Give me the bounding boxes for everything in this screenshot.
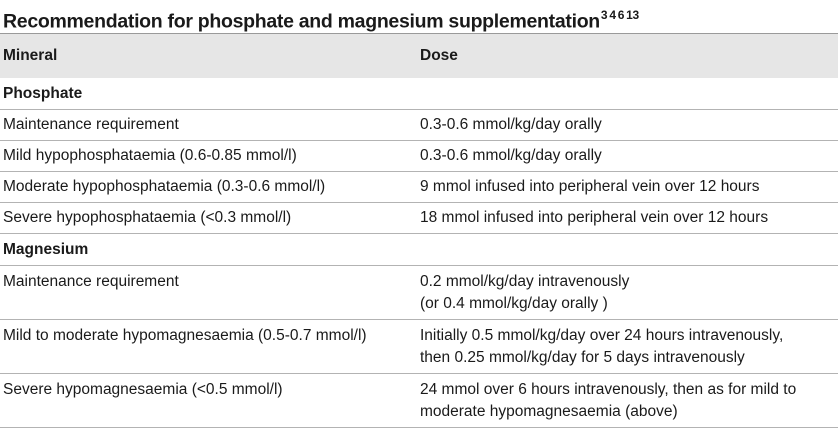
section-row-magnesium: Magnesium — [0, 233, 838, 266]
table-title-text: Recommendation for phosphate and magnesi… — [3, 10, 600, 33]
dose-line: Initially 0.5 mmol/kg/day over 24 hours … — [420, 327, 784, 344]
dose-cell: 18 mmol infused into peripheral vein ove… — [412, 202, 838, 234]
mineral-cell: Mild to moderate hypomagnesaemia (0.5-0.… — [0, 319, 412, 374]
mineral-cell: Maintenance requirement — [0, 109, 412, 141]
table-row: Maintenance requirement 0.2 mmol/kg/day … — [0, 265, 838, 320]
dose-cell: 0.3-0.6 mmol/kg/day orally — [412, 109, 838, 141]
section-label: Magnesium — [0, 233, 412, 266]
dose-line: 24 mmol over 6 hours intravenously, then… — [420, 381, 797, 398]
mineral-cell: Severe hypophosphataemia (<0.3 mmol/l) — [0, 202, 412, 234]
table-title-references: 3 4 6 13 — [600, 8, 639, 22]
table-title: Recommendation for phosphate and magnesi… — [0, 0, 838, 34]
column-header-mineral: Mineral — [0, 34, 412, 78]
dose-cell: 9 mmol infused into peripheral vein over… — [412, 171, 838, 203]
section-label: Phosphate — [0, 78, 412, 110]
table-row: Severe hypophosphataemia (<0.3 mmol/l) 1… — [0, 202, 838, 234]
mineral-cell: Mild hypophosphataemia (0.6-0.85 mmol/l) — [0, 140, 412, 172]
mineral-cell: Moderate hypophosphataemia (0.3-0.6 mmol… — [0, 171, 412, 203]
dose-cell: Initially 0.5 mmol/kg/day over 24 hours … — [412, 319, 838, 374]
dose-cell: 0.2 mmol/kg/day intravenously (or 0.4 mm… — [412, 265, 838, 320]
table-row: Mild to moderate hypomagnesaemia (0.5-0.… — [0, 319, 838, 374]
dose-line: then 0.25 mmol/kg/day for 5 days intrave… — [420, 349, 745, 366]
mineral-cell: Severe hypomagnesaemia (<0.5 mmol/l) — [0, 373, 412, 428]
supplementation-table: Mineral Dose Phosphate Maintenance requi… — [0, 34, 838, 428]
dose-line: moderate hypomagnesaemia (above) — [420, 403, 678, 420]
table-row: Moderate hypophosphataemia (0.3-0.6 mmol… — [0, 171, 838, 203]
dose-cell: 24 mmol over 6 hours intravenously, then… — [412, 373, 838, 428]
dose-line: (or 0.4 mmol/kg/day orally ) — [420, 295, 608, 312]
mineral-cell: Maintenance requirement — [0, 265, 412, 320]
dose-cell: 0.3-0.6 mmol/kg/day orally — [412, 140, 838, 172]
section-row-phosphate: Phosphate — [0, 78, 838, 110]
table-row: Mild hypophosphataemia (0.6-0.85 mmol/l)… — [0, 140, 838, 172]
table-row: Severe hypomagnesaemia (<0.5 mmol/l) 24 … — [0, 373, 838, 428]
table-header-row: Mineral Dose — [0, 34, 838, 78]
table-row: Maintenance requirement 0.3-0.6 mmol/kg/… — [0, 109, 838, 141]
column-header-dose: Dose — [412, 34, 838, 78]
dose-line: 0.2 mmol/kg/day intravenously — [420, 273, 630, 290]
